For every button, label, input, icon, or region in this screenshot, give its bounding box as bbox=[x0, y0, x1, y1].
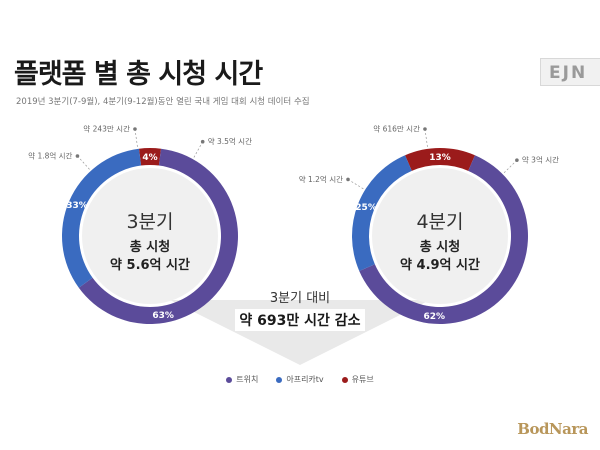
slice-afreeca bbox=[352, 155, 412, 271]
comparison-arrow bbox=[170, 300, 430, 365]
callout-dot-youtube bbox=[423, 127, 427, 131]
callout-label-youtube: 약 243만 시간 bbox=[83, 124, 130, 134]
legend-label: 아프리카tv bbox=[286, 375, 324, 384]
legend-swatch bbox=[276, 376, 283, 383]
donut-center bbox=[372, 168, 508, 304]
callout-dot-youtube bbox=[133, 127, 137, 131]
slice-value-afreeca: 25% bbox=[355, 203, 377, 213]
callout-label-youtube: 약 616만 시간 bbox=[373, 124, 420, 134]
ejn-logo: EJN bbox=[540, 58, 600, 86]
callout-line-youtube bbox=[134, 129, 138, 147]
callout-line-twitch bbox=[193, 141, 203, 158]
slice-youtube bbox=[405, 148, 475, 171]
callout-line-afreeca bbox=[77, 155, 90, 170]
callout-dot-afreeca bbox=[346, 177, 350, 182]
quarter-label: 4분기 bbox=[416, 211, 463, 233]
callout-line-twitch bbox=[503, 159, 518, 174]
legend: 트위치 아프리카tv 유튜브 bbox=[0, 374, 600, 385]
callout-label-afreeca: 약 1.8억 시간 bbox=[28, 150, 72, 160]
legend-item: 트위치 bbox=[226, 374, 258, 385]
total-label-1: 총 시청 bbox=[420, 239, 460, 255]
legend-swatch bbox=[226, 376, 233, 383]
legend-swatch bbox=[341, 376, 348, 383]
callout-dot-afreeca bbox=[75, 154, 80, 158]
legend-item: 유튜브 bbox=[341, 374, 374, 385]
total-label-2: 약 5.6억 시간 bbox=[110, 257, 190, 273]
slice-value-afreeca: 33% bbox=[66, 201, 88, 211]
callout-dot-twitch bbox=[200, 139, 205, 144]
callout-line-afreeca bbox=[347, 179, 364, 190]
comparison-line-1: 3분기 대비 bbox=[269, 291, 331, 306]
slice-value-twitch: 63% bbox=[152, 311, 174, 321]
total-label-1: 총 시청 bbox=[130, 239, 170, 255]
comparison-line-2: 약 693만 시간 감소 bbox=[235, 309, 365, 331]
slice-value-youtube: 13% bbox=[429, 153, 451, 163]
slice-afreeca bbox=[62, 148, 142, 288]
legend-label: 유튜브 bbox=[351, 375, 374, 384]
callout-label-twitch: 약 3억 시간 bbox=[522, 155, 559, 165]
page-title: 플랫폼 별 총 시청 시간 bbox=[14, 59, 263, 90]
page-subtitle: 2019년 3분기(7-9월), 4분기(9-12월)동안 열린 국내 게임 대… bbox=[16, 97, 310, 107]
quarter-label: 3분기 bbox=[126, 211, 173, 233]
donut-chart-1: 4% 약 243만 시간 63% 약 3.5억 시간 33% 약 1.8억 시간 3분기총 … bbox=[28, 124, 252, 324]
donut-center bbox=[82, 168, 218, 304]
slice-value-twitch: 62% bbox=[424, 312, 446, 322]
slice-youtube bbox=[138, 148, 162, 166]
legend-item: 아프리카tv bbox=[276, 374, 324, 385]
bodnara-watermark: BodNara bbox=[517, 420, 588, 438]
callout-dot-twitch bbox=[515, 158, 519, 162]
comparison-text: 3분기 대비 약 693만 시간 감소 bbox=[210, 287, 390, 331]
slice-value-youtube: 4% bbox=[142, 153, 157, 163]
callout-line-youtube bbox=[424, 129, 428, 147]
legend-label: 트위치 bbox=[236, 375, 259, 384]
ejn-logo-text: EJN bbox=[549, 63, 587, 83]
callout-label-twitch: 약 3.5억 시간 bbox=[208, 136, 252, 146]
callout-label-afreeca: 약 1.2억 시간 bbox=[299, 174, 343, 184]
total-label-2: 약 4.9억 시간 bbox=[400, 257, 480, 273]
